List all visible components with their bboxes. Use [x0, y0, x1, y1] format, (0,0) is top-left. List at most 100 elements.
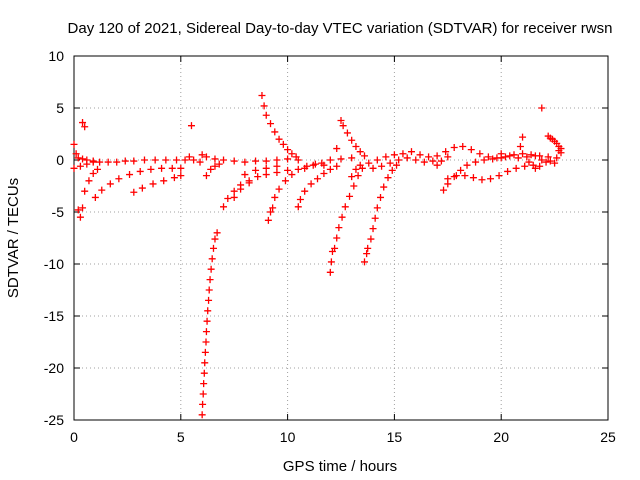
data-point [442, 148, 450, 156]
data-point [363, 250, 371, 258]
data-point [79, 119, 87, 127]
data-point [288, 171, 296, 179]
data-point [339, 122, 347, 130]
data-point [378, 162, 386, 170]
data-point [201, 348, 209, 356]
data-point [81, 123, 89, 131]
data-point [327, 258, 335, 266]
data-point [199, 400, 207, 408]
x-axis-label: GPS time / hours [283, 458, 397, 475]
data-point [501, 153, 509, 161]
data-point [484, 153, 492, 161]
data-point [104, 158, 112, 166]
data-point [512, 164, 520, 172]
data-point [296, 196, 304, 204]
y-tick-labels: 10 5 0 -5 -10 -15 -20 -25 [44, 48, 64, 428]
data-point [538, 156, 546, 164]
data-point [213, 229, 221, 237]
data-point [348, 154, 356, 162]
data-point [202, 328, 210, 336]
data-point [388, 166, 396, 174]
data-point [72, 150, 80, 158]
data-point [93, 165, 101, 173]
data-point [506, 152, 514, 160]
data-point [83, 160, 91, 168]
data-point [220, 203, 228, 211]
data-point [205, 286, 213, 294]
grid [74, 56, 608, 420]
y-tick-label: 5 [56, 100, 64, 116]
data-point [360, 152, 368, 160]
data-point [348, 136, 356, 144]
data-point [551, 159, 559, 167]
data-point [230, 157, 238, 165]
data-point [262, 164, 270, 172]
x-tick-label: 20 [493, 429, 509, 445]
data-point [202, 172, 210, 180]
data-point [230, 193, 238, 201]
x-tick-label: 5 [177, 429, 185, 445]
data-point [495, 172, 503, 180]
data-point [346, 192, 354, 200]
data-point [480, 156, 488, 164]
data-point [106, 180, 114, 188]
data-point [314, 175, 322, 183]
data-point [267, 120, 275, 128]
data-point [284, 166, 292, 174]
x-tick-label: 25 [600, 429, 616, 445]
data-point [416, 151, 424, 159]
data-point [273, 156, 281, 164]
data-point [76, 213, 84, 221]
data-point [130, 157, 138, 165]
data-point [147, 165, 155, 173]
data-point [252, 157, 260, 165]
data-point [241, 171, 249, 179]
data-point [96, 158, 104, 166]
data-point [369, 164, 377, 172]
data-point [497, 150, 505, 158]
data-point [273, 168, 281, 176]
data-point [352, 165, 360, 173]
data-point [478, 176, 486, 184]
data-point [371, 214, 379, 222]
data-point [70, 164, 78, 172]
data-point [333, 234, 341, 242]
data-point [467, 146, 475, 154]
data-point [294, 203, 302, 211]
data-point [356, 148, 364, 156]
data-point [514, 154, 522, 162]
data-point [269, 204, 277, 212]
data-point [521, 162, 529, 170]
data-point [85, 177, 93, 185]
data-point [138, 184, 146, 192]
data-point [523, 153, 531, 161]
data-point [395, 156, 403, 164]
data-point [173, 156, 181, 164]
x-tick-labels: 0 5 10 15 20 25 [70, 429, 616, 445]
data-point [338, 213, 346, 221]
data-point [364, 244, 372, 252]
x-tick-label: 10 [280, 429, 296, 445]
data-point [444, 153, 452, 161]
x-tick-label: 15 [387, 429, 403, 445]
data-point [452, 172, 460, 180]
data-point [301, 164, 309, 172]
data-point [79, 204, 87, 212]
data-point [162, 156, 170, 164]
data-point [393, 161, 401, 169]
data-point [201, 359, 209, 367]
data-point [275, 135, 283, 143]
data-point [326, 165, 334, 173]
data-point [262, 111, 270, 119]
data-point [382, 153, 390, 161]
data-point [440, 186, 448, 194]
data-point [281, 177, 289, 185]
data-point [209, 244, 217, 252]
data-point [450, 144, 458, 152]
data-point [519, 133, 527, 141]
data-point [211, 235, 219, 243]
data-point [343, 129, 351, 137]
data-point [271, 128, 279, 136]
data-point [469, 174, 477, 182]
data-point [516, 142, 524, 150]
